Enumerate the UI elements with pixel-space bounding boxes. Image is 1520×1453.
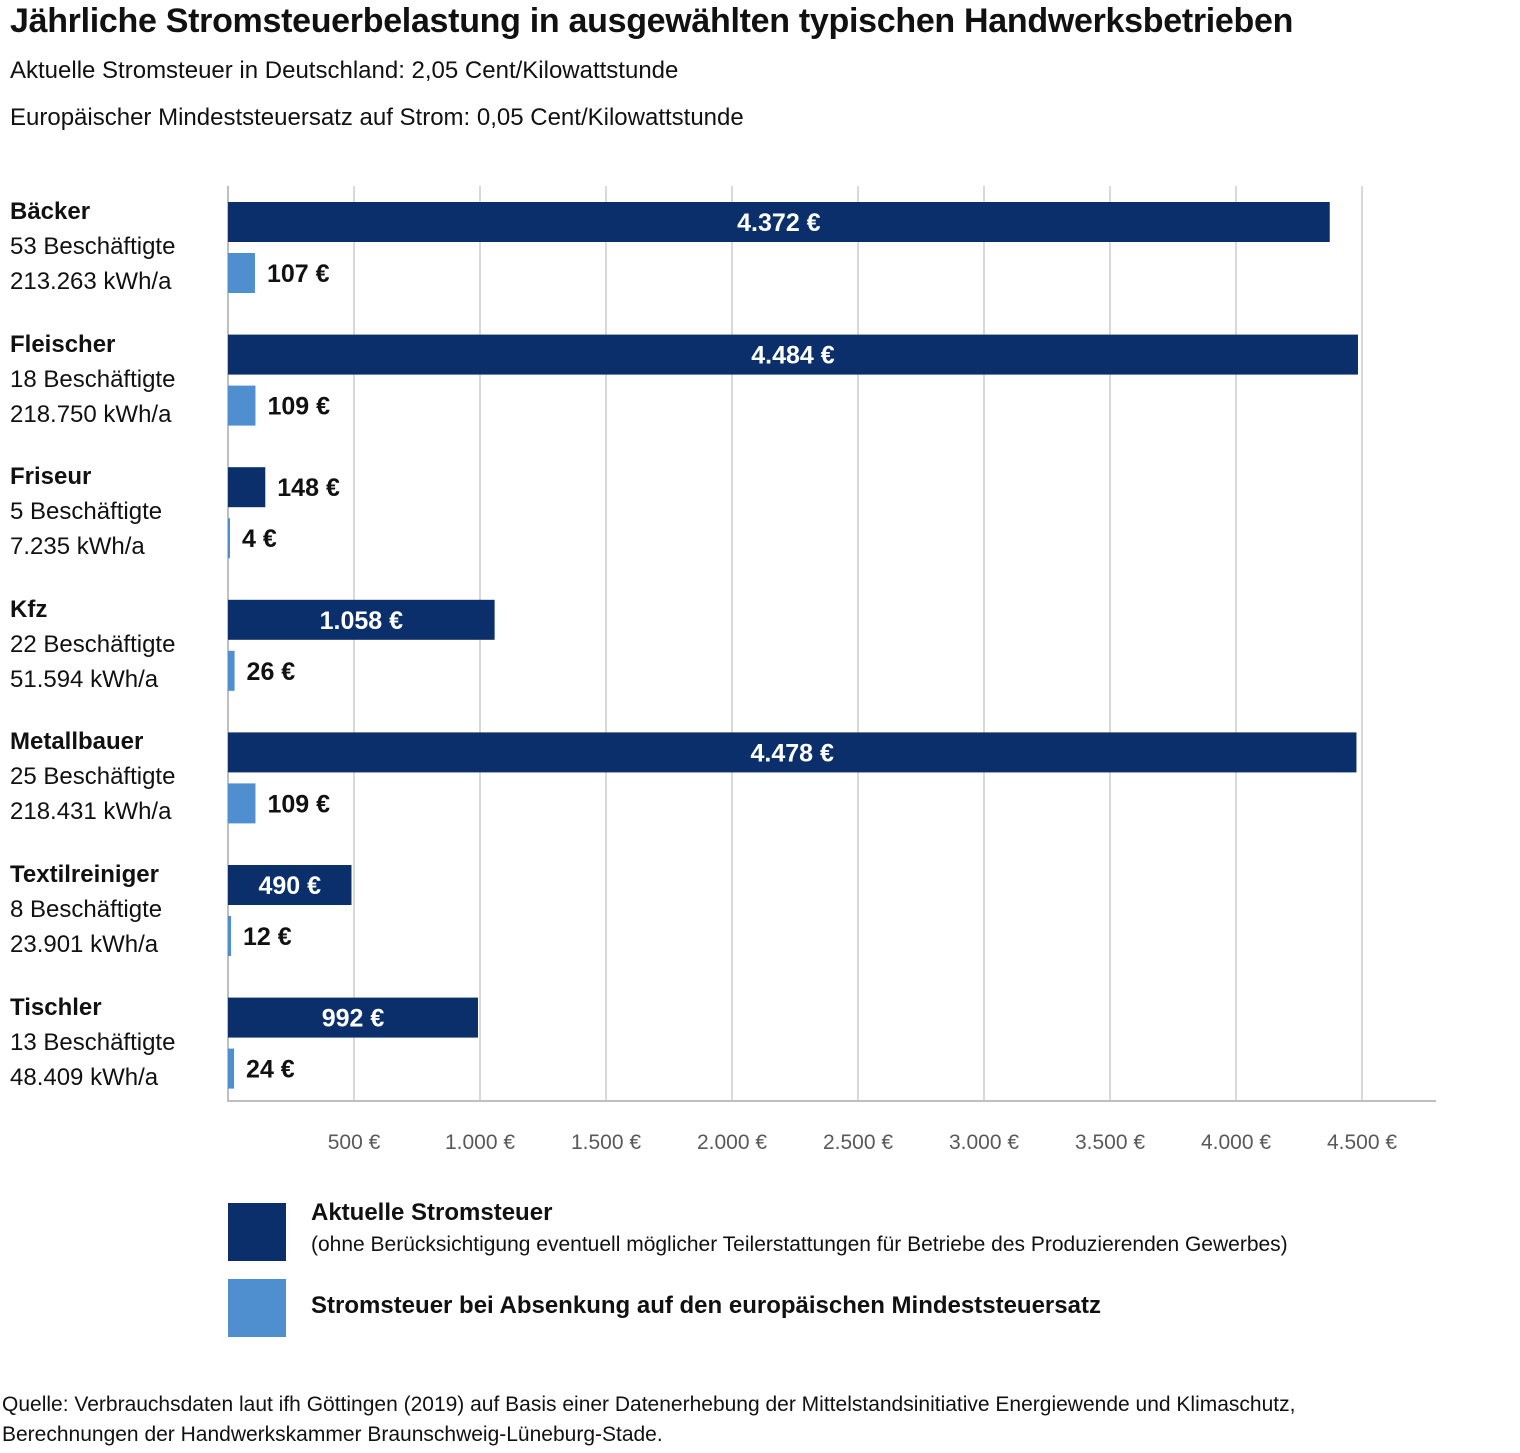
bar-current	[228, 732, 1357, 773]
category-employees: 22 Beschäftigte	[10, 630, 176, 658]
subtitle-eu-minimum: Europäischer Mindeststeuersatz auf Strom…	[10, 104, 744, 131]
bar-reduced	[228, 518, 230, 559]
category-employees: 13 Beschäftigte	[10, 1028, 176, 1056]
data-label-reduced: 107 €	[267, 260, 330, 288]
category-consumption: 23.901 kWh/a	[10, 931, 159, 958]
bar-current	[228, 865, 352, 905]
legend-swatch-current	[228, 1203, 286, 1261]
x-tick-label: 1.000 €	[445, 1131, 515, 1154]
bar-reduced	[228, 783, 256, 824]
bar-reduced	[228, 650, 235, 691]
bar-current	[228, 467, 266, 508]
chart-title: Jährliche Stromsteuerbelastung in ausgew…	[10, 2, 1294, 40]
category-consumption: 7.235 kWh/a	[10, 533, 145, 561]
x-tick-label: 4.500 €	[1327, 1131, 1397, 1154]
legend-note-current: (ohne Berücksichtigung eventuell möglich…	[311, 1233, 1288, 1256]
category-employees: 5 Beschäftigte	[10, 498, 163, 526]
bar-reduced	[228, 385, 256, 426]
source-line-1: Quelle: Verbrauchsdaten laut ifh Götting…	[2, 1393, 1296, 1416]
data-label-current: 4.478 €	[751, 739, 835, 767]
category-employees: 25 Beschäftigte	[10, 763, 176, 791]
category-consumption: 48.409 kWh/a	[10, 1063, 159, 1091]
category-employees: 53 Beschäftigte	[10, 233, 176, 260]
bar-current	[228, 599, 495, 640]
bar-current	[228, 997, 478, 1038]
data-label-reduced: 12 €	[243, 923, 292, 951]
data-label-reduced: 24 €	[246, 1056, 295, 1084]
x-tick-label: 2.500 €	[823, 1131, 893, 1154]
data-label-reduced: 109 €	[267, 790, 330, 818]
category-name: Bäcker	[10, 198, 91, 225]
subtitle-current-rate: Aktuelle Stromsteuer in Deutschland: 2,0…	[10, 57, 679, 84]
category-consumption: 213.263 kWh/a	[10, 268, 172, 295]
source-note: Quelle: Verbrauchsdaten laut ifh Götting…	[2, 1390, 1512, 1450]
x-tick-label: 3.500 €	[1075, 1131, 1145, 1154]
data-label-current: 1.058 €	[320, 607, 404, 635]
data-label-current: 4.484 €	[751, 342, 835, 370]
bar-reduced	[228, 253, 255, 293]
category-consumption: 218.750 kWh/a	[10, 400, 172, 428]
category-name: Tischler	[10, 993, 102, 1021]
category-name: Metallbauer	[10, 728, 144, 756]
legend-swatch-reduced	[228, 1279, 286, 1337]
category-name: Fleischer	[10, 330, 116, 358]
data-label-current: 148 €	[277, 474, 340, 502]
bar-current	[228, 202, 1330, 242]
x-tick-label: 3.000 €	[949, 1131, 1019, 1154]
data-label-reduced: 4 €	[242, 525, 277, 553]
data-label-current: 490 €	[258, 872, 321, 900]
category-consumption: 51.594 kWh/a	[10, 665, 159, 693]
x-tick-label: 500 €	[328, 1131, 381, 1154]
category-consumption: 218.431 kWh/a	[10, 798, 172, 826]
x-tick-label: 1.500 €	[571, 1131, 641, 1154]
source-line-2: Berechnungen der Handwerkskammer Braunsc…	[2, 1423, 663, 1446]
bar-chart: 500 € 1.000 € 1.500 € 2.000 € 2.500 € 3.000 €…	[227, 186, 1436, 1154]
legend-label-current: Aktuelle Stromsteuer	[311, 1199, 553, 1226]
category-name: Textilreiniger	[10, 861, 159, 888]
data-label-current: 992 €	[322, 1005, 385, 1033]
data-label-current: 4.372 €	[737, 209, 821, 237]
category-name: Friseur	[10, 463, 92, 491]
bar-reduced	[228, 1048, 235, 1089]
legend-label-reduced: Stromsteuer bei Absenkung auf den europä…	[311, 1292, 1101, 1319]
category-name: Kfz	[10, 595, 48, 623]
category-employees: 8 Beschäftigte	[10, 896, 163, 923]
data-label-reduced: 109 €	[267, 393, 330, 421]
bar-current	[228, 334, 1358, 375]
data-label-reduced: 26 €	[247, 658, 296, 686]
x-tick-label: 4.000 €	[1201, 1131, 1271, 1154]
category-employees: 18 Beschäftigte	[10, 365, 176, 393]
x-tick-label: 2.000 €	[697, 1131, 767, 1154]
bar-reduced	[228, 916, 232, 956]
